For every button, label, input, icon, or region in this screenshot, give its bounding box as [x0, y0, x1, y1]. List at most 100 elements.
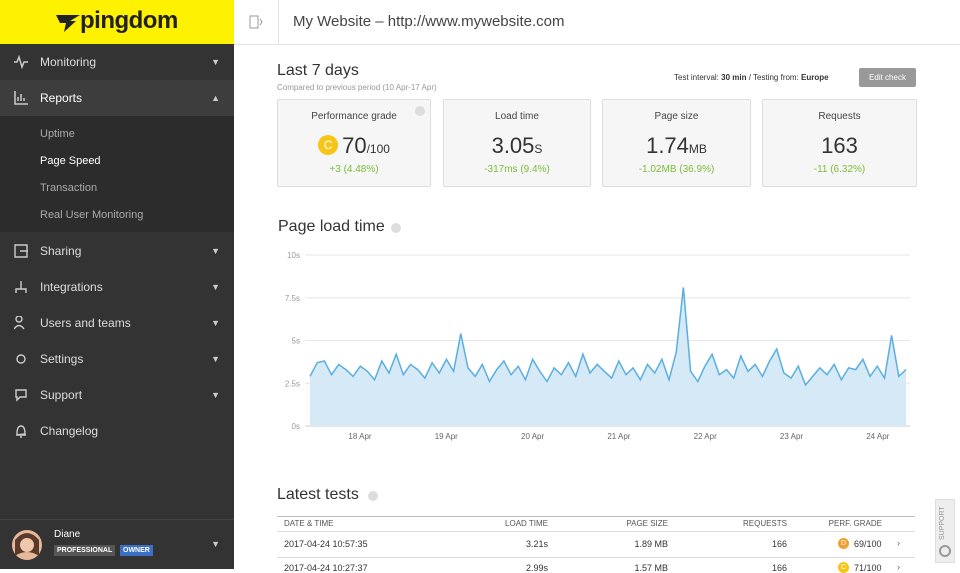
- table-cell: 71/100: [854, 563, 882, 573]
- table-cell: 1.57 MB: [634, 563, 668, 573]
- metric-card: Requests 163 -11 (6.32%): [762, 99, 917, 187]
- metric-label: Requests: [818, 111, 861, 122]
- metric-label: Performance grade: [311, 111, 397, 122]
- nav-item[interactable]: Support ▼: [0, 377, 234, 413]
- value: 30 min: [721, 73, 747, 82]
- nav-item[interactable]: Sharing ▼: [0, 233, 234, 269]
- chevron: ▼: [211, 57, 220, 67]
- badge: PROFESSIONAL: [54, 545, 116, 556]
- metric-change: +3 (4.48%): [329, 164, 379, 175]
- column-header: REQUESTS: [742, 519, 787, 528]
- nav-item[interactable]: Monitoring ▼: [0, 44, 234, 80]
- nav-item[interactable]: Changelog: [0, 413, 234, 449]
- column-header: PERF. GRADE: [828, 519, 882, 528]
- nav-label: Changelog: [40, 424, 99, 438]
- nav-icon: [14, 316, 25, 330]
- table-cell: 1.89 MB: [634, 539, 668, 549]
- metric-change: -11 (6.32%): [813, 164, 866, 175]
- table-cell: 166: [771, 563, 787, 573]
- collapse-icon[interactable]: [249, 15, 263, 29]
- nav-icon: [16, 354, 26, 364]
- x-tick-label: 18 Apr: [348, 432, 371, 441]
- nav-label: Support: [40, 388, 83, 402]
- nav-label: Sharing: [40, 244, 82, 258]
- table-cell: 2017-04-24 10:57:35: [284, 539, 368, 549]
- area: [310, 287, 906, 426]
- sidebar: pingdom Monitoring ▼ Reports ▲ Uptime Page…: [0, 0, 234, 569]
- table-title: Latest tests: [277, 486, 359, 503]
- unit: S: [534, 142, 543, 156]
- y-tick-label: 2.5s: [285, 379, 300, 388]
- chevron: ▼: [211, 539, 220, 549]
- badge: OWNER: [120, 545, 153, 556]
- value: 3.05: [491, 133, 535, 158]
- chevron: ▲: [211, 93, 220, 103]
- table-rule: [277, 516, 915, 517]
- grade-badge: C: [318, 135, 339, 155]
- nav-label: Monitoring: [40, 55, 97, 69]
- nav-item[interactable]: Settings ▼: [0, 341, 234, 377]
- x-tick-label: 20 Apr: [521, 432, 544, 441]
- y-tick-label: 10s: [287, 251, 300, 260]
- support-tab[interactable]: SUPPORT: [935, 499, 955, 563]
- divider: [278, 0, 279, 44]
- support-label: SUPPORT: [939, 506, 946, 540]
- icon-shape: [15, 389, 27, 402]
- row-chevron[interactable]: ›: [897, 562, 900, 572]
- x-tick-label: 19 Apr: [435, 432, 458, 441]
- subnav-item[interactable]: Real User Monitoring: [40, 209, 144, 221]
- help-icon[interactable]: [368, 491, 378, 501]
- metric-card: Load time 3.05S -317ms (9.4%): [443, 99, 591, 187]
- help-icon[interactable]: [415, 106, 425, 116]
- table-cell: 69/100: [854, 539, 882, 549]
- subnav-item[interactable]: Page Speed: [40, 155, 101, 167]
- value: 1.74: [646, 133, 689, 158]
- value: 163: [821, 133, 858, 158]
- y-tick-label: 0s: [292, 422, 300, 431]
- chart-title: Page load time: [278, 218, 385, 235]
- x-tick-label: 21 Apr: [607, 432, 630, 441]
- nav-label: Users and teams: [40, 316, 131, 330]
- nav-label: Integrations: [40, 280, 103, 294]
- metric-change: -1.02MB (36.9%): [638, 164, 715, 175]
- table-rule: [277, 531, 915, 532]
- x-tick-label: 22 Apr: [694, 432, 717, 441]
- table-cell: 3.21s: [525, 539, 548, 549]
- section-subtitle: Compared to previous period (10 Apr-17 A…: [277, 83, 437, 92]
- logo-icon: [56, 15, 80, 32]
- edit-button[interactable]: Edit check: [859, 68, 916, 87]
- nav-icon: [14, 55, 28, 69]
- subnav-item[interactable]: Uptime: [40, 128, 75, 140]
- metric-card: Page size 1.74MB -1.02MB (36.9%): [602, 99, 751, 187]
- y-tick-label: 7.5s: [285, 294, 300, 303]
- top-bar: My Website – http://www.mywebsite.com: [234, 0, 960, 45]
- icon-shape: [16, 354, 26, 364]
- nav-item[interactable]: Integrations ▼: [0, 269, 234, 305]
- icon-shape: [15, 281, 27, 293]
- subnav: Uptime Page Speed Transaction Real User …: [0, 116, 234, 232]
- user-panel[interactable]: Diane PROFESSIONAL OWNER ▼: [0, 519, 234, 570]
- grade-badge: D: [838, 538, 849, 549]
- metric-label: Load time: [495, 111, 539, 122]
- help-icon[interactable]: [391, 223, 401, 233]
- column-header: DATE & TIME: [284, 519, 334, 528]
- metric-value: C 70/100: [278, 133, 430, 159]
- table-cell: 2.99s: [525, 563, 548, 573]
- row-chevron[interactable]: ›: [897, 538, 900, 548]
- metric-change: -317ms (9.4%): [484, 164, 550, 175]
- nav-icon: [14, 91, 28, 105]
- nav-item[interactable]: Reports ▲: [0, 80, 234, 116]
- table-cell: 2017-04-24 10:27:37: [284, 563, 368, 573]
- label: Test interval:: [674, 73, 719, 82]
- page-title: My Website – http://www.mywebsite.com: [293, 13, 565, 30]
- unit: /100: [366, 142, 390, 156]
- subnav-item[interactable]: Transaction: [40, 182, 98, 194]
- avatar: [12, 530, 42, 560]
- logo-area[interactable]: pingdom: [0, 0, 234, 44]
- nav-icon: [15, 281, 27, 293]
- metric-value: 1.74MB: [603, 133, 750, 159]
- icon-shape: [14, 244, 28, 258]
- icon-shape: [14, 316, 25, 330]
- table-cell: 166: [771, 539, 787, 549]
- nav-item[interactable]: Users and teams ▼: [0, 305, 234, 341]
